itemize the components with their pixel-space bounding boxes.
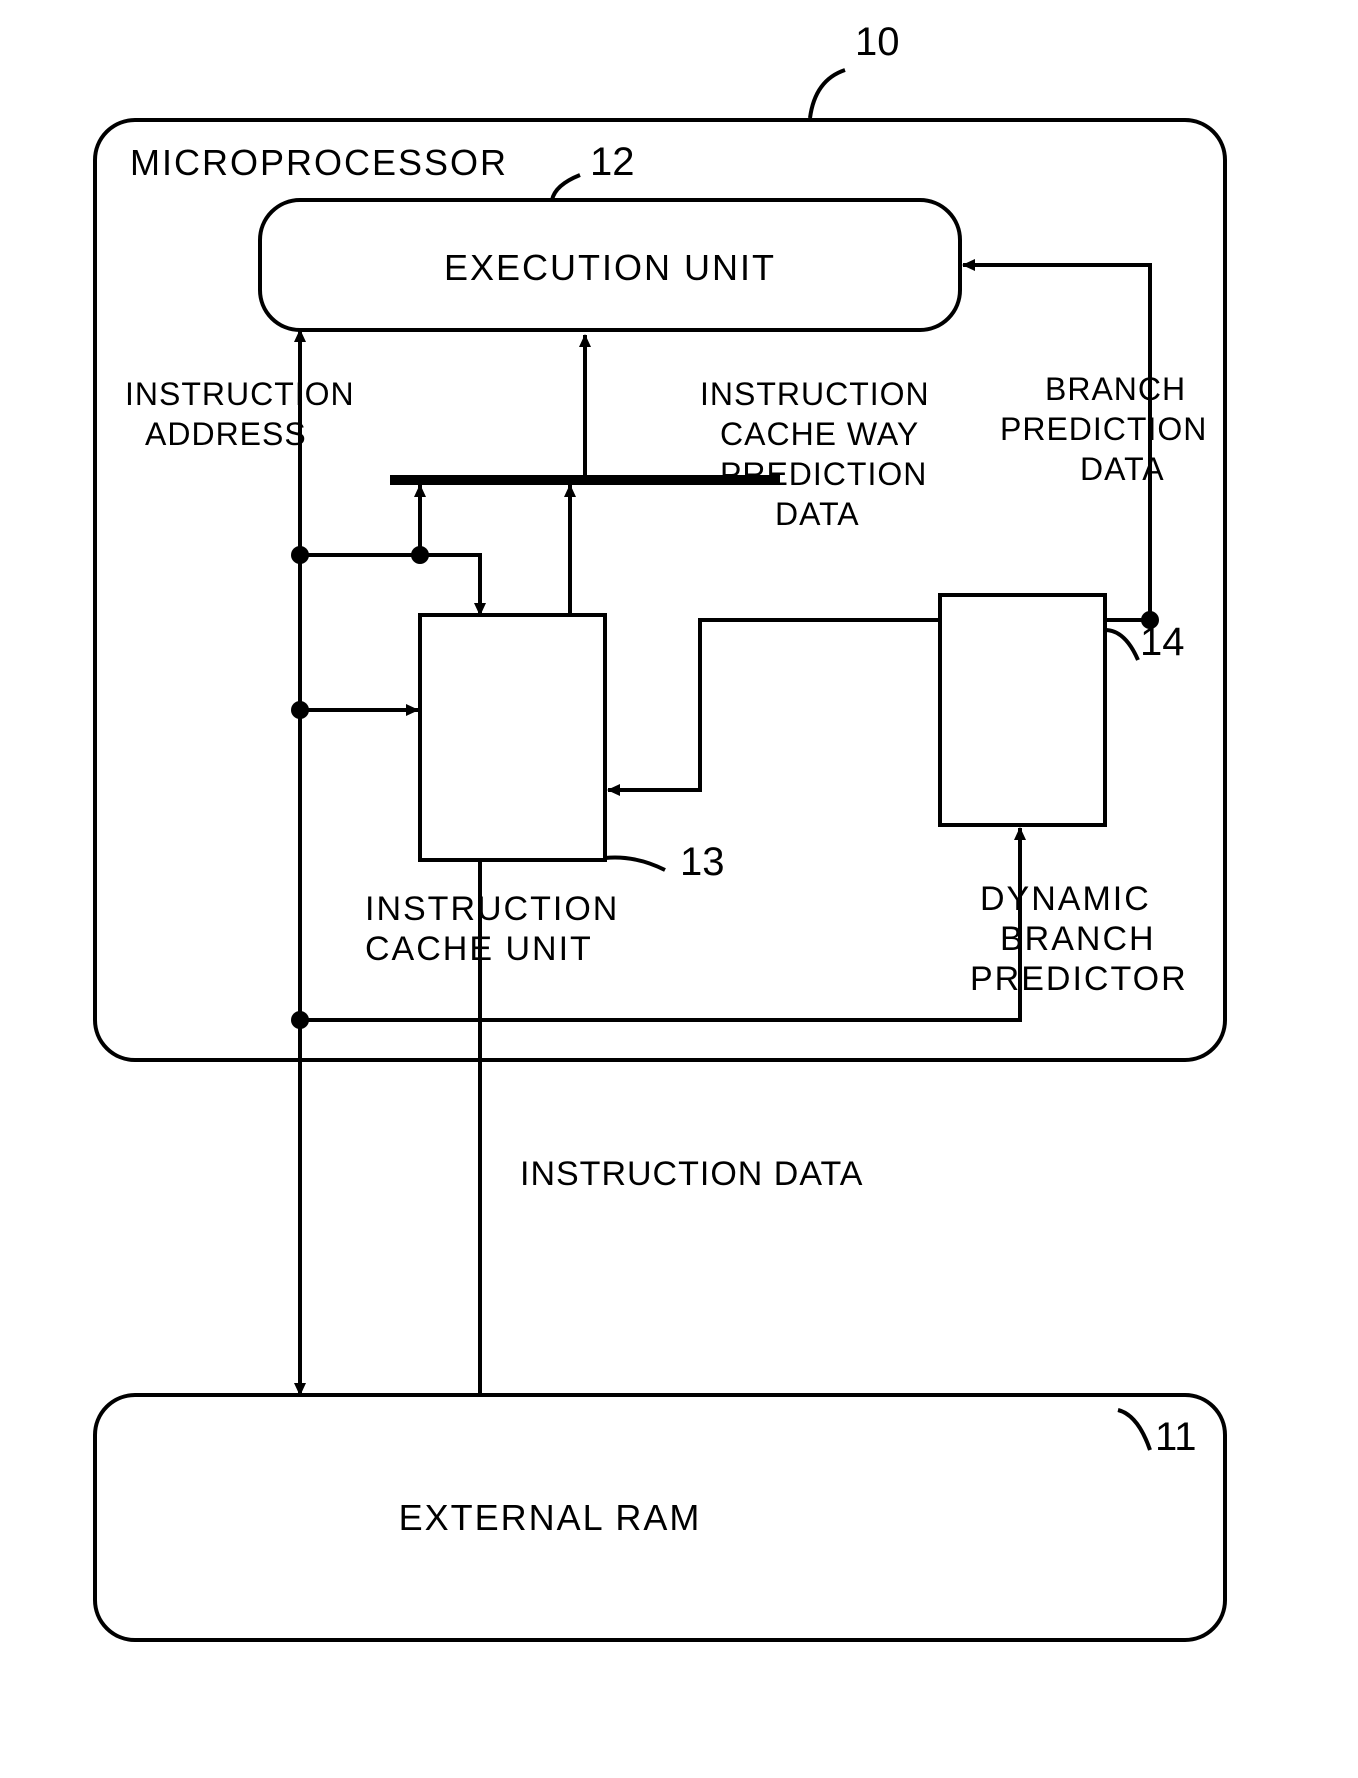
diagram-container: MICROPROCESSOR 10 EXECUTION UNIT 12 INST…: [0, 0, 1358, 1778]
label-cache-way-3: PREDICTION: [720, 456, 927, 492]
ref-13: 13: [680, 840, 725, 884]
ref-13-leader: [605, 858, 665, 871]
ref-12-leader: [552, 175, 580, 200]
ref-11: 11: [1155, 1415, 1197, 1459]
ref-11-leader: [1118, 1410, 1150, 1450]
label-branch-prediction-1: BRANCH: [1045, 371, 1186, 407]
microprocessor-label: MICROPROCESSOR: [130, 142, 508, 183]
label-branch-prediction-3: DATA: [1080, 451, 1165, 487]
instruction-cache-unit-label-1: INSTRUCTION: [365, 890, 619, 928]
path-predictor-to-cache: [608, 620, 940, 790]
external-ram-label: EXTERNAL RAM: [399, 1497, 702, 1538]
path-left1-to-cache-top: [300, 555, 480, 615]
ref-10: 10: [855, 20, 900, 64]
label-cache-way-1: INSTRUCTION: [700, 376, 930, 412]
instruction-cache-unit-box: [420, 615, 605, 860]
execution-unit-label: EXECUTION UNIT: [444, 247, 776, 288]
dynamic-branch-predictor-box: [940, 595, 1105, 825]
ref-12: 12: [590, 140, 635, 184]
label-instruction-address-1: INSTRUCTION: [125, 376, 355, 412]
dynamic-branch-predictor-label-1: DYNAMIC: [980, 880, 1151, 918]
dynamic-branch-predictor-label-2: BRANCH: [1000, 920, 1156, 958]
ref-14-leader: [1105, 630, 1138, 660]
label-instruction-data: INSTRUCTION DATA: [520, 1155, 863, 1193]
ref-10-leader: [810, 70, 845, 118]
dynamic-branch-predictor-label-3: PREDICTOR: [970, 960, 1188, 998]
label-instruction-address-2: ADDRESS: [145, 416, 307, 452]
dot-cache-top: [411, 546, 429, 564]
label-cache-way-2: CACHE WAY: [720, 416, 919, 452]
label-branch-prediction-2: PREDICTION: [1000, 411, 1207, 447]
diagram-svg: MICROPROCESSOR 10 EXECUTION UNIT 12 INST…: [0, 0, 1358, 1778]
label-cache-way-4: DATA: [775, 496, 860, 532]
dot-predictor-right: [1141, 611, 1159, 629]
